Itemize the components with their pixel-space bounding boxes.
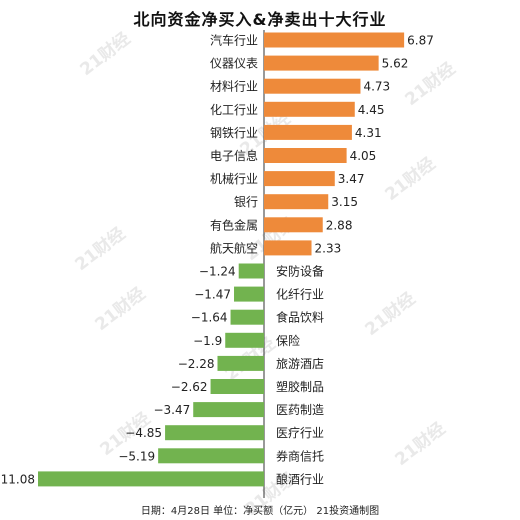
value-label: 5.62 [382, 57, 409, 71]
value-label: −1.9 [193, 334, 222, 348]
category-label: 食品饮料 [276, 310, 324, 325]
bar [264, 32, 405, 48]
category-label: 医药制造 [276, 403, 324, 417]
bar [238, 263, 264, 279]
category-label: 化工行业 [210, 103, 258, 117]
value-label: −1.47 [194, 288, 231, 302]
value-label: −11.08 [0, 472, 35, 486]
value-label: −1.24 [199, 265, 236, 279]
bar [193, 402, 264, 418]
category-label: 机械行业 [210, 171, 258, 186]
value-label: 3.47 [338, 172, 365, 186]
chart-footer: 日期：4月28日 单位：净买额（亿元） 21投资通制图 [140, 506, 380, 517]
category-label: 化纤行业 [276, 288, 324, 302]
bar [264, 148, 347, 163]
bar [264, 101, 355, 117]
category-label: 材料行业 [210, 80, 258, 94]
bar [264, 55, 379, 71]
category-label: 钢铁行业 [210, 126, 258, 140]
value-label: 4.73 [363, 80, 390, 94]
chart-title: 北向资金净买入&净卖出十大行业 [133, 10, 387, 29]
value-label: 4.05 [350, 149, 377, 163]
value-label: 2.33 [315, 241, 342, 255]
bar [158, 448, 264, 464]
bar [264, 240, 312, 256]
value-label: 6.87 [407, 34, 434, 48]
value-label: −3.47 [153, 403, 190, 417]
category-label: 安防设备 [276, 264, 324, 279]
category-label: 保险 [276, 333, 300, 348]
value-label: −2.62 [171, 380, 208, 394]
category-label: 塑胶制品 [276, 379, 324, 394]
value-label: 3.15 [331, 195, 358, 209]
category-label: 酿酒行业 [276, 471, 324, 486]
bar [264, 78, 361, 94]
bar [217, 355, 264, 371]
category-label: 银行 [234, 195, 258, 209]
value-label: −4.85 [125, 426, 162, 440]
value-label: −1.64 [191, 311, 228, 325]
bar [210, 379, 264, 394]
bar [230, 309, 264, 325]
bar [225, 332, 264, 348]
bar [165, 425, 264, 441]
category-label: 券商信托 [276, 448, 324, 463]
value-label: 4.45 [358, 103, 385, 117]
category-label: 有色金属 [210, 217, 258, 232]
value-label: −2.28 [178, 357, 215, 371]
bar [234, 286, 264, 302]
category-label: 汽车行业 [210, 33, 258, 48]
category-label: 仪器仪表 [210, 57, 258, 71]
bar [264, 124, 352, 140]
category-label: 旅游酒店 [276, 357, 324, 371]
value-label: 2.88 [326, 218, 353, 232]
bar [264, 171, 335, 187]
category-label: 电子信息 [210, 148, 258, 163]
bar [264, 194, 329, 210]
bar [38, 471, 264, 487]
value-label: 4.31 [355, 126, 382, 140]
category-label: 医疗行业 [276, 426, 324, 440]
bar [264, 217, 323, 233]
value-label: −5.19 [118, 449, 155, 463]
category-label: 航天航空 [210, 240, 258, 255]
